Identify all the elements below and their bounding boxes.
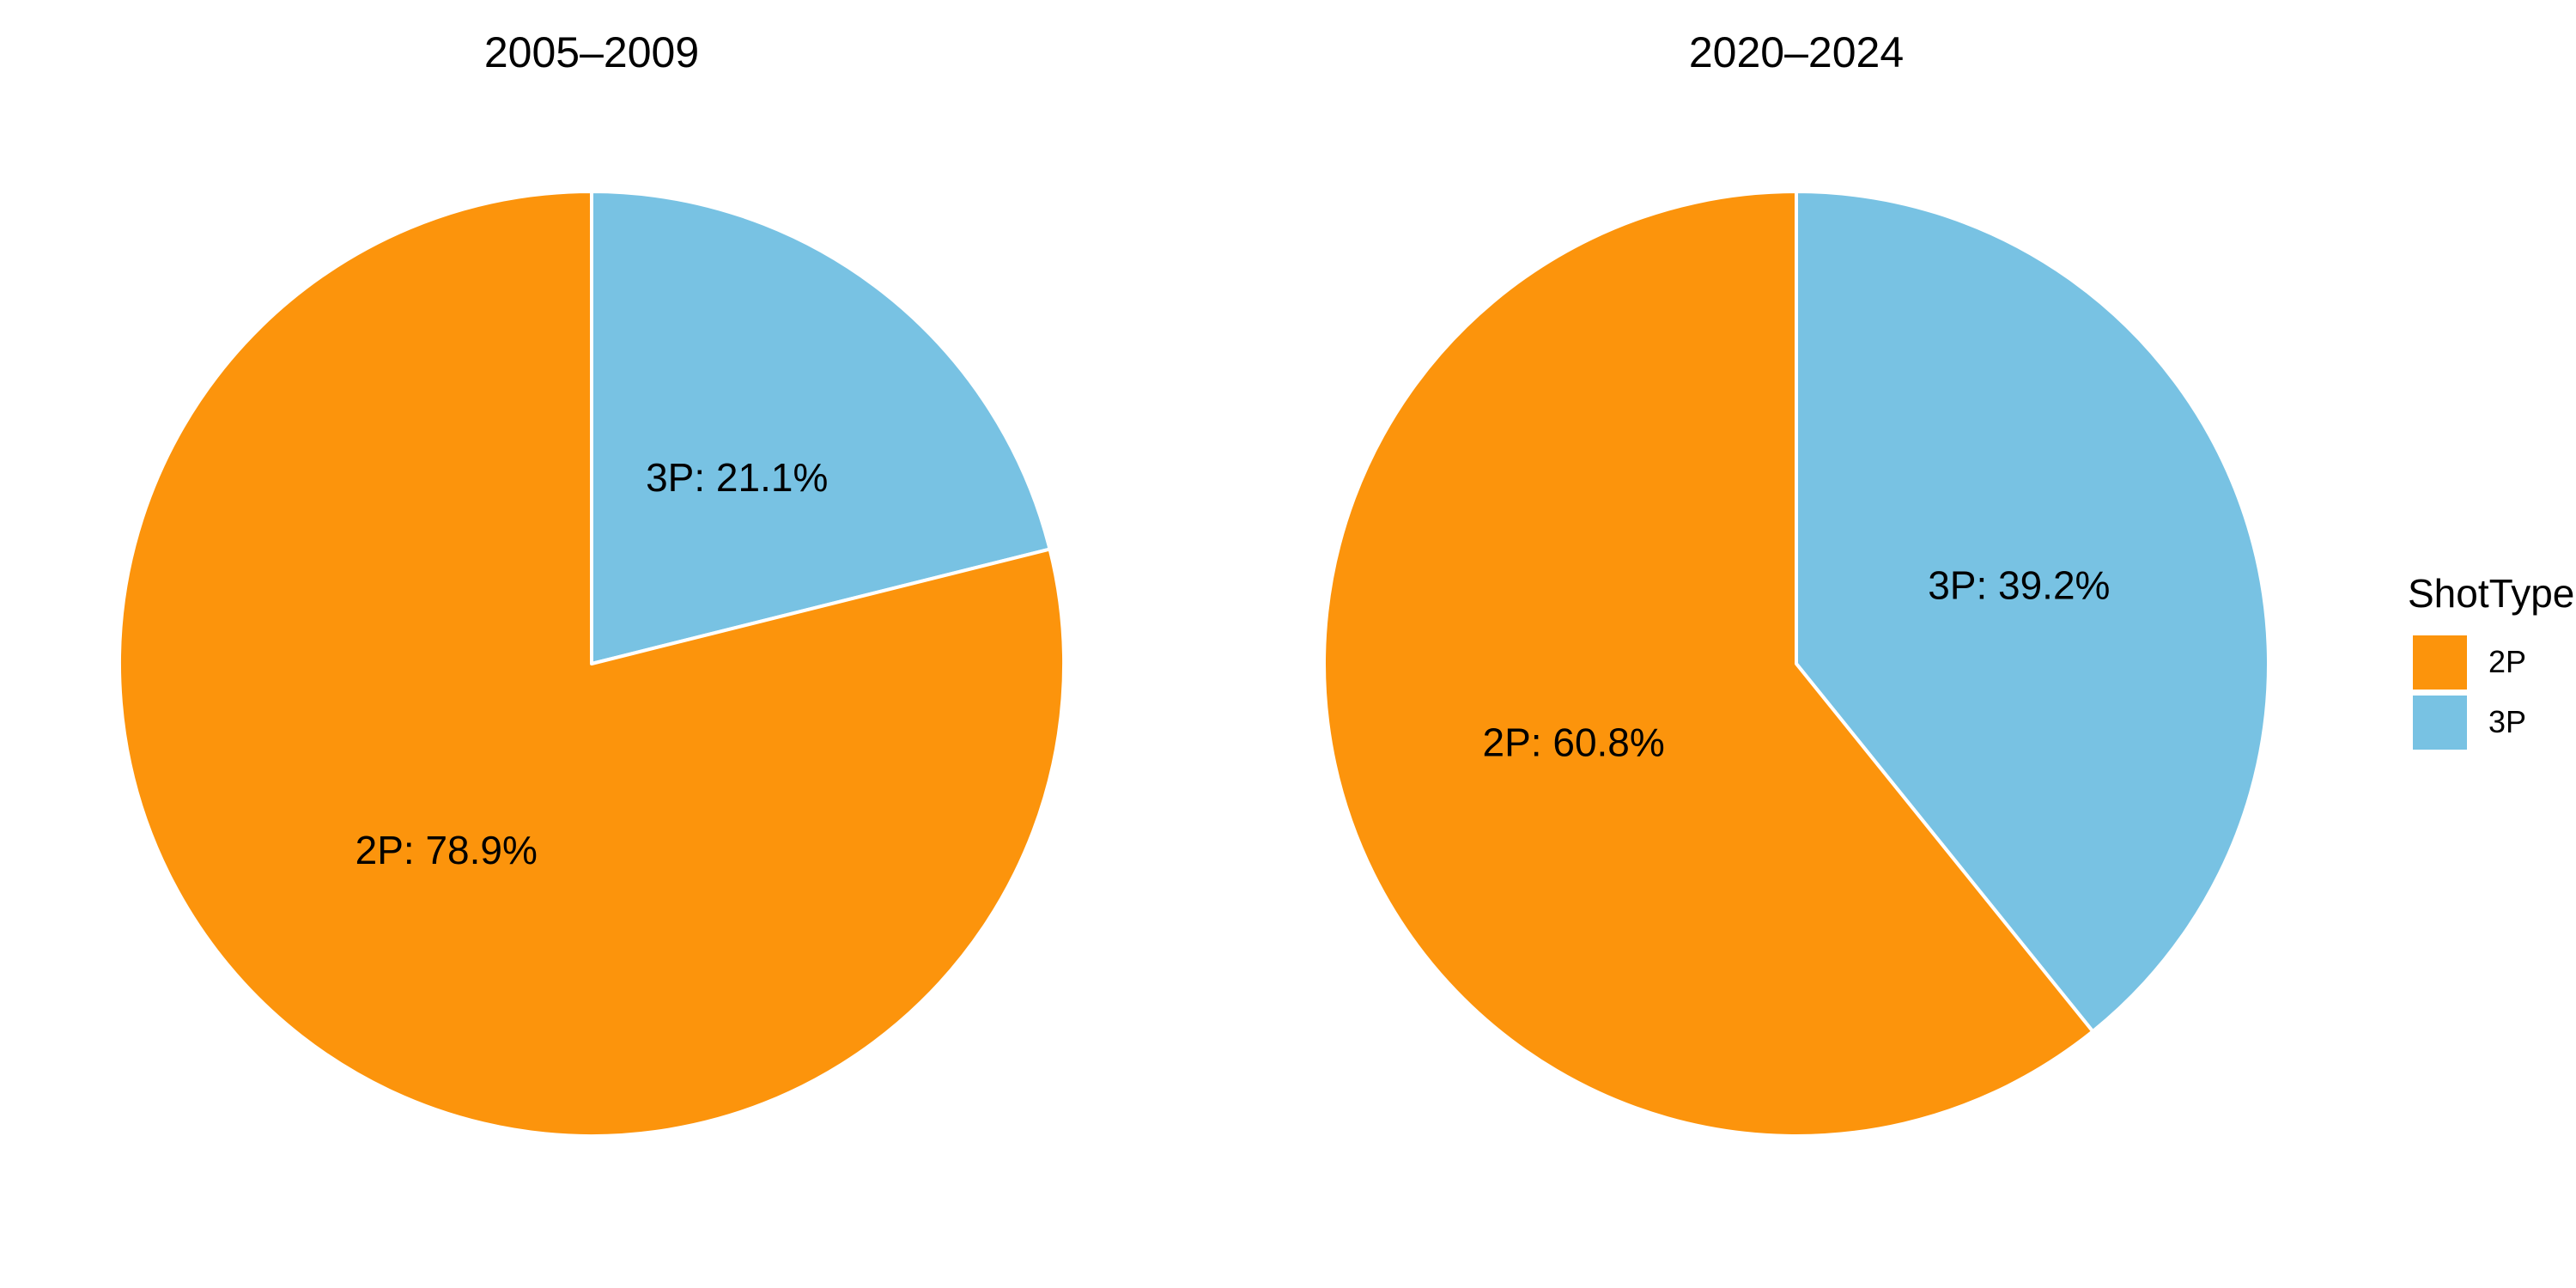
pie-1-title: 2005–2009 <box>484 28 699 76</box>
pie-1-labels: 3P: 21.1% 2P: 78.9% <box>355 455 829 872</box>
pie-2-labels: 3P: 39.2% 2P: 60.8% <box>1483 562 2111 764</box>
legend-swatch-2p <box>2413 635 2467 690</box>
pie-1-label-2p: 2P: 78.9% <box>355 828 538 872</box>
pie-1-slice-2p <box>118 190 1066 1138</box>
pie-1-label-3p: 3P: 21.1% <box>646 455 828 500</box>
pie-2-title: 2020–2024 <box>1689 28 1904 76</box>
pie-2-slices <box>1322 190 2270 1138</box>
legend-label-2p: 2P <box>2488 644 2526 679</box>
pie-2-slice-2p <box>1322 190 2095 1138</box>
pie-2-label-2p: 2P: 60.8% <box>1483 720 1665 765</box>
pie-panel-2: 2020–2024 3P: 39.2% 2P: 60.8% <box>1322 28 2270 1138</box>
legend-swatch-3p <box>2413 696 2467 750</box>
legend-title: ShotType <box>2408 571 2574 616</box>
pie-1-slices <box>118 190 1066 1138</box>
legend-label-3p: 3P <box>2488 704 2526 739</box>
pie-2-label-3p: 3P: 39.2% <box>1928 562 2110 607</box>
pie-2-slice-3p <box>1795 190 2270 1034</box>
legend: ShotType 2P 3P <box>2408 571 2574 750</box>
pie-panel-1: 2005–2009 3P: 21.1% 2P: 78.9% <box>118 28 1066 1138</box>
pie-1-slice-3p <box>590 190 1052 665</box>
